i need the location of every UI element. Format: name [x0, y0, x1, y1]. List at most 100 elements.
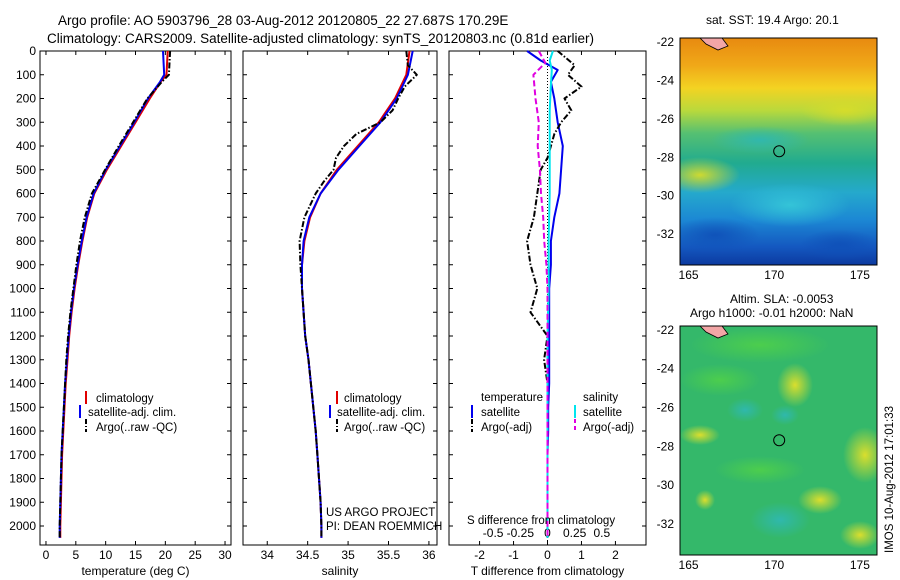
x-axis-label: T difference from climatology	[471, 564, 625, 578]
temperature-plot-frame	[39, 50, 232, 546]
legend-label-satellite: satellite-adj. clim.	[88, 407, 176, 419]
x-tick-label: 0	[544, 548, 551, 562]
y-tick-label: 1500	[9, 400, 36, 414]
map-y-tick-label: -28	[657, 150, 675, 164]
sla-map-frame	[679, 325, 878, 556]
map-y-tick-label: -22	[657, 35, 675, 49]
x-tick-label: 10	[99, 548, 113, 562]
y-tick-label: 0	[29, 44, 36, 58]
argo-location-marker	[773, 145, 786, 158]
temperature-satellite-adj-clim--line	[58, 50, 166, 538]
s-tick-label: 0.25	[563, 526, 587, 540]
y-tick-label: 1300	[9, 353, 36, 367]
legend-label-argo: Argo(..raw -QC)	[344, 422, 425, 434]
x-tick-label: 25	[189, 548, 203, 562]
difference-argo-adj--line	[532, 50, 549, 538]
x-tick-label: 34	[261, 548, 275, 562]
legend-label-climatology: climatology	[96, 393, 154, 405]
sla-field	[680, 326, 877, 555]
x-tick-label: 15	[129, 548, 143, 562]
y-tick-label: 600	[16, 187, 36, 201]
legend-title-temperature: temperature	[481, 392, 543, 404]
figure-title: Argo profile: AO 5903796_28 03-Aug-2012 …	[58, 13, 508, 28]
map-y-tick-label: -26	[657, 112, 675, 126]
s-difference-axis-label: S difference from climatology	[467, 515, 615, 527]
x-tick-label: 20	[159, 548, 173, 562]
legend-label-sal-argo: Argo(-adj)	[583, 422, 634, 434]
map-x-tick-label: 175	[850, 558, 870, 572]
y-tick-label: 1900	[9, 495, 36, 509]
salinity-plot-frame	[242, 50, 438, 546]
project-annotation: US ARGO PROJECT	[326, 507, 435, 519]
s-tick-label: 0.5	[594, 526, 611, 540]
temperature-legend: climatology satellite-adj. clim. Argo(..…	[79, 391, 177, 434]
x-tick-label: 0	[43, 548, 50, 562]
difference-legend: temperature salinity satellite Argo(-adj…	[467, 392, 634, 527]
x-tick-label: 1	[578, 548, 585, 562]
y-tick-label: 900	[16, 258, 36, 272]
x-tick-label: 2	[612, 548, 619, 562]
sst-map-frame	[679, 37, 878, 266]
salinity-argo-raw-qc--line	[298, 50, 418, 538]
map-y-tick-label: -22	[657, 323, 675, 337]
y-tick-label: 1800	[9, 472, 36, 486]
y-tick-label: 1700	[9, 448, 36, 462]
temperature-argo-raw-qc--line	[58, 50, 172, 538]
map-y-tick-label: -32	[657, 517, 675, 531]
y-tick-label: 1600	[9, 424, 36, 438]
y-tick-label: 500	[16, 163, 36, 177]
y-tick-label: 100	[16, 68, 36, 82]
x-axis-label: salinity	[322, 564, 359, 578]
figure-subtitle: Climatology: CARS2009. Satellite-adjuste…	[47, 31, 594, 46]
s-tick-label: -0.5	[483, 526, 504, 540]
map-y-tick-label: -24	[657, 362, 675, 376]
s-tick-label: -0.25	[507, 526, 535, 540]
map-x-tick-label: 175	[850, 268, 870, 282]
y-tick-label: 700	[16, 210, 36, 224]
difference-argo-adj--line	[526, 50, 583, 538]
temperature-climatology-line	[59, 50, 169, 538]
x-tick-label: 35	[341, 548, 355, 562]
x-tick-label: 35.5	[377, 548, 401, 562]
x-tick-label: 5	[72, 548, 79, 562]
argo-location-marker	[773, 434, 786, 447]
map-y-tick-label: -24	[657, 73, 675, 87]
map-x-tick-label: 165	[679, 268, 699, 282]
sst-field	[680, 38, 877, 265]
legend-label-climatology: climatology	[344, 393, 402, 405]
y-tick-label: 1200	[9, 329, 36, 343]
x-tick-label: -2	[474, 548, 485, 562]
x-tick-label: 30	[218, 548, 232, 562]
y-tick-label: 2000	[9, 519, 36, 533]
salinity-legend: climatology satellite-adj. clim. Argo(..…	[326, 391, 442, 533]
map-y-tick-label: -26	[657, 401, 675, 415]
sst-map: sat. SST: 19.4 Argo: 20.1	[679, 13, 878, 266]
y-tick-label: 300	[16, 115, 36, 129]
pi-annotation: PI: DEAN ROEMMICH	[326, 521, 442, 533]
y-tick-label: 400	[16, 139, 36, 153]
land-patch	[699, 38, 729, 51]
y-tick-label: 1000	[9, 282, 36, 296]
land-patch	[699, 326, 729, 339]
map-y-tick-label: -32	[657, 227, 675, 241]
legend-label-sal-satellite: satellite	[583, 407, 622, 419]
x-tick-label: -1	[508, 548, 519, 562]
map-y-tick-label: -28	[657, 439, 675, 453]
map-y-tick-label: -30	[657, 478, 675, 492]
sst-map-title: sat. SST: 19.4 Argo: 20.1	[706, 13, 839, 27]
profile-lines	[58, 50, 583, 538]
imos-timestamp: IMOS 10-Aug-2012 17:01:33	[884, 406, 896, 553]
y-tick-label: 1100	[10, 305, 36, 319]
x-axis-label: temperature (deg C)	[81, 564, 189, 578]
legend-label-satellite: satellite-adj. clim.	[337, 407, 425, 419]
difference-satellite-line	[526, 50, 564, 538]
y-tick-label: 200	[16, 92, 36, 106]
map-x-tick-label: 165	[679, 558, 699, 572]
y-tick-label: 800	[16, 234, 36, 248]
map-x-tick-label: 170	[764, 268, 784, 282]
sla-map-subtitle: Argo h1000: -0.01 h2000: NaN	[690, 306, 853, 320]
map-y-tick-label: -30	[657, 189, 675, 203]
map-x-tick-label: 170	[764, 558, 784, 572]
